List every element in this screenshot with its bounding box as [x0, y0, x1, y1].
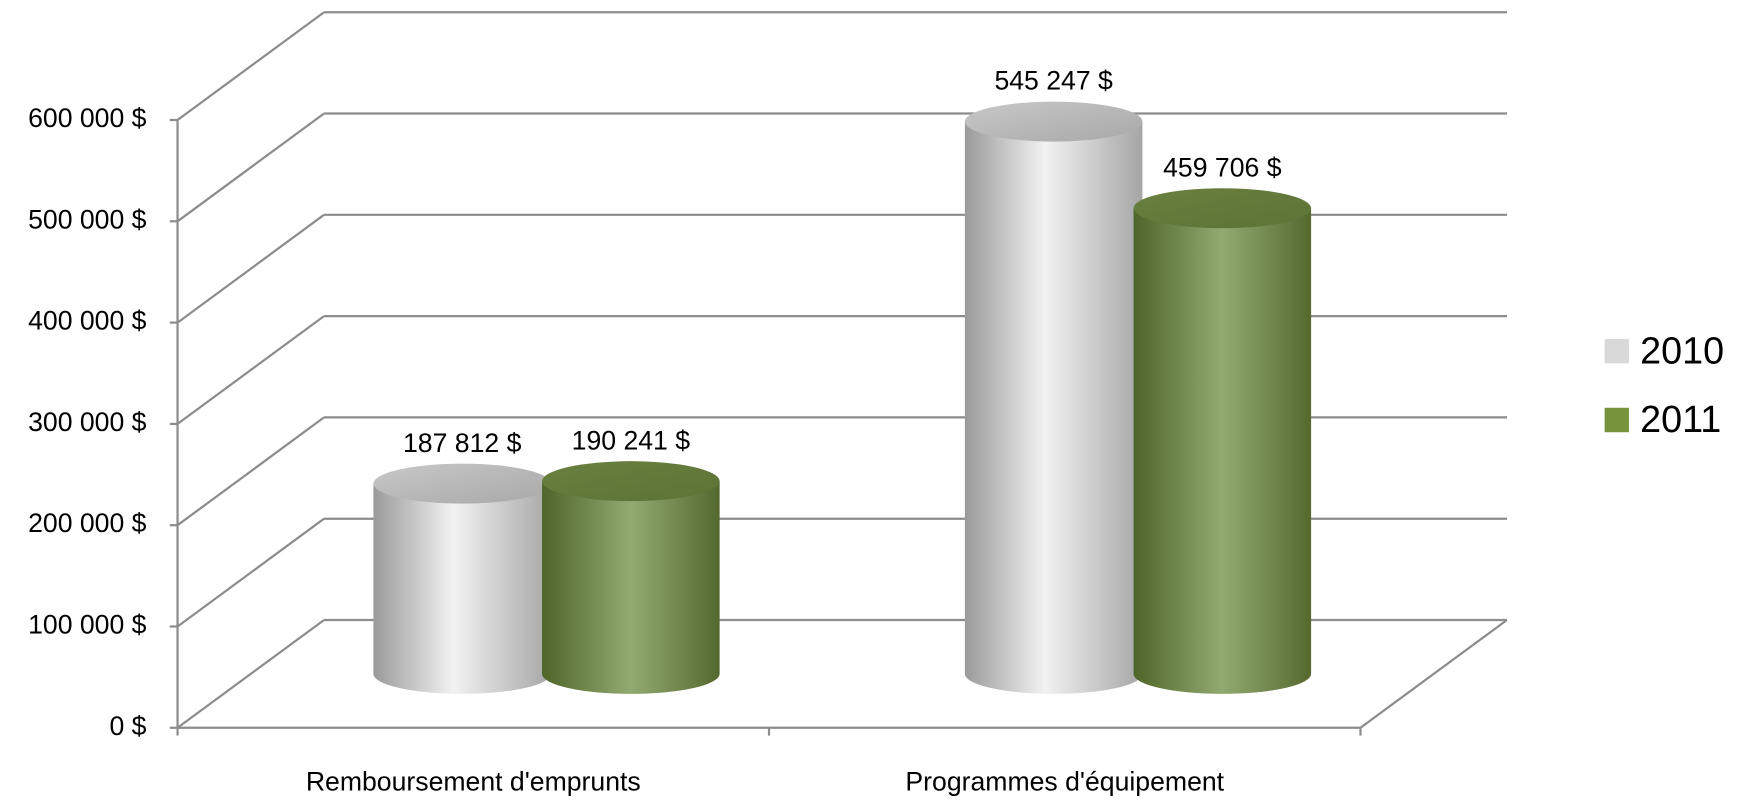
legend-label: 2010 [1640, 329, 1724, 371]
floor-right [1359, 619, 1508, 729]
cylinder-top [373, 463, 551, 504]
cylinder-top [542, 461, 720, 502]
grid-line [176, 213, 325, 324]
grid-line [176, 416, 325, 527]
legend-swatch [1604, 338, 1630, 364]
grid-line [176, 11, 325, 121]
legend-swatch [1604, 407, 1630, 433]
value-label: 459 706 $ [1163, 152, 1282, 182]
cylinder-body [964, 121, 1143, 694]
cylinder-body [1133, 208, 1312, 694]
y-tick-label: 100 000 $ [28, 610, 147, 640]
y-tick-label: 300 000 $ [28, 407, 147, 437]
value-label: 545 247 $ [994, 66, 1113, 96]
legend-label: 2011 [1640, 398, 1721, 440]
value-label: 187 812 $ [403, 428, 522, 458]
cylinder-top [964, 101, 1143, 142]
grid-line [176, 619, 325, 729]
y-tick-label: 200 000 $ [28, 508, 147, 538]
x-tick-label: Remboursement d'emprunts [306, 766, 641, 796]
cylinder-top [1133, 188, 1312, 229]
cylinder-body [373, 483, 551, 694]
y-tick-label: 0 $ [109, 711, 146, 741]
y-tick-label: 500 000 $ [28, 204, 147, 234]
value-label: 190 241 $ [572, 425, 691, 455]
cylinder-body [542, 481, 720, 694]
grid-line [176, 517, 325, 628]
x-tick-label: Programmes d'équipement [905, 766, 1224, 796]
y-tick-label: 600 000 $ [28, 103, 147, 133]
grid-line [176, 315, 325, 425]
grid-line [176, 112, 325, 223]
y-tick-label: 400 000 $ [28, 306, 147, 336]
